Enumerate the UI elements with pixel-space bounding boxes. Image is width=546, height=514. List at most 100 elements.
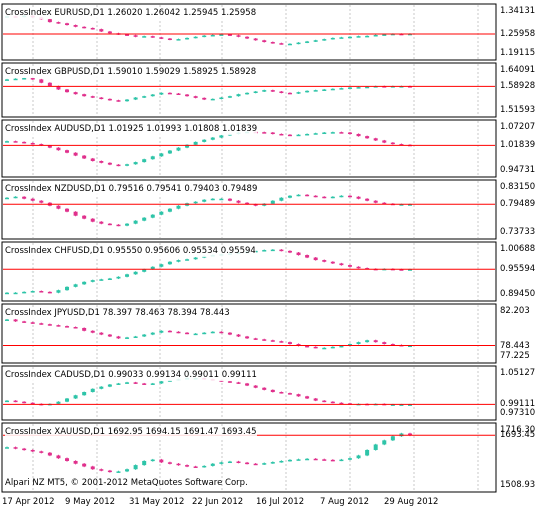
candle-body bbox=[339, 263, 344, 266]
candle-body bbox=[356, 87, 361, 89]
candle-body bbox=[219, 198, 224, 201]
candle-body bbox=[65, 458, 70, 461]
candle-body bbox=[65, 23, 70, 26]
x-axis-label: 9 May 2012 bbox=[65, 497, 116, 507]
candle-body bbox=[339, 132, 344, 134]
candle-body bbox=[30, 402, 35, 405]
candle-body bbox=[365, 86, 370, 89]
candle-body bbox=[287, 393, 292, 395]
candle-body bbox=[356, 342, 361, 345]
candle-body bbox=[279, 197, 284, 201]
candle-body bbox=[322, 459, 327, 461]
candle-body bbox=[330, 88, 335, 91]
candle-body bbox=[142, 36, 147, 38]
candle-body bbox=[408, 33, 412, 36]
candle-body bbox=[82, 155, 87, 159]
candle-body bbox=[279, 392, 284, 394]
candle-body bbox=[107, 334, 112, 337]
candle-body bbox=[330, 459, 335, 462]
candle-body bbox=[90, 218, 95, 222]
candle-body bbox=[373, 138, 378, 141]
candle-body bbox=[159, 330, 164, 333]
candle-body bbox=[47, 324, 52, 326]
candle-body bbox=[13, 447, 18, 449]
candle-body bbox=[322, 400, 327, 403]
candle-body bbox=[22, 291, 27, 294]
candle-body bbox=[167, 208, 172, 212]
candle-body bbox=[116, 276, 121, 279]
candle-body bbox=[73, 284, 78, 287]
candle-body bbox=[47, 452, 52, 456]
candle-body bbox=[56, 401, 61, 404]
candle-body bbox=[270, 42, 275, 44]
candle-body bbox=[279, 341, 284, 343]
candle-body bbox=[150, 214, 155, 218]
candle-body bbox=[142, 460, 147, 466]
candle-body bbox=[193, 257, 198, 260]
candle-body bbox=[219, 97, 224, 100]
candle-body bbox=[287, 134, 292, 137]
candle-body bbox=[305, 90, 310, 93]
candle-body bbox=[142, 159, 147, 163]
candle-body bbox=[5, 292, 9, 295]
candle-body bbox=[330, 346, 335, 349]
candle-body bbox=[227, 381, 232, 383]
pane-title: CrossIndex XAUUSD,D1 1692.95 1694.15 169… bbox=[5, 427, 257, 438]
candle-body bbox=[236, 35, 241, 37]
candle-body bbox=[176, 205, 181, 209]
candle-body bbox=[236, 334, 241, 337]
candle-body bbox=[287, 195, 292, 198]
candle-body bbox=[313, 90, 318, 92]
pane-title: CrossIndex NZDUSD,D1 0.79516 0.79541 0.7… bbox=[5, 184, 258, 195]
candle-body bbox=[56, 205, 61, 209]
candle-body bbox=[287, 342, 292, 345]
price-label: 1.19115 bbox=[500, 48, 536, 58]
candle-body bbox=[399, 86, 404, 88]
price-label: 82.203 bbox=[500, 306, 530, 316]
candle-body bbox=[39, 79, 44, 83]
candle-body bbox=[99, 386, 104, 389]
candle-body bbox=[39, 451, 44, 453]
candle-body bbox=[185, 144, 190, 148]
candle-body bbox=[202, 139, 207, 142]
price-label: 1.64091 bbox=[500, 65, 536, 75]
candle-body bbox=[322, 89, 327, 91]
candle-body bbox=[176, 39, 181, 41]
candle-body bbox=[296, 42, 301, 45]
candle-body bbox=[193, 333, 198, 336]
candle-body bbox=[296, 459, 301, 461]
candle-body bbox=[22, 141, 27, 144]
price-label: 77.225 bbox=[500, 351, 530, 361]
candle-body bbox=[219, 135, 224, 138]
candle-body bbox=[82, 327, 87, 331]
candle-body bbox=[322, 39, 327, 41]
candle-body bbox=[253, 385, 258, 388]
candle-body bbox=[193, 36, 198, 39]
candle-body bbox=[219, 34, 224, 36]
candle-body bbox=[365, 340, 370, 343]
candle-body bbox=[262, 132, 267, 134]
candle-body bbox=[99, 161, 104, 163]
candle-body bbox=[133, 271, 138, 275]
candle-body bbox=[253, 204, 258, 206]
candle-body bbox=[176, 147, 181, 151]
candle-body bbox=[347, 36, 352, 39]
candle-body bbox=[30, 78, 35, 80]
candle-body bbox=[176, 93, 181, 96]
candle-body bbox=[210, 98, 215, 101]
candle-body bbox=[22, 448, 27, 451]
candle-body bbox=[13, 196, 18, 199]
candle-body bbox=[159, 92, 164, 95]
candle-body bbox=[185, 94, 190, 97]
x-axis-label: 16 Jul 2012 bbox=[256, 497, 305, 507]
candle-body bbox=[227, 96, 232, 98]
price-label: 1.34131 bbox=[500, 6, 536, 16]
price-label: 0.97310 bbox=[500, 408, 536, 418]
candle-body bbox=[219, 331, 224, 334]
candle-body bbox=[56, 455, 61, 459]
candle-body bbox=[202, 465, 207, 468]
candle-body bbox=[408, 86, 412, 88]
candle-body bbox=[270, 462, 275, 464]
candle-body bbox=[330, 37, 335, 40]
